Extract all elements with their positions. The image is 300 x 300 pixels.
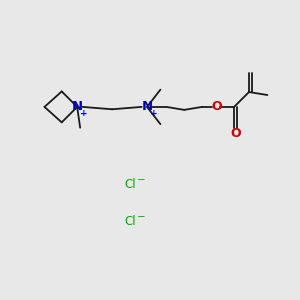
Text: N: N bbox=[72, 100, 83, 113]
Text: −: − bbox=[137, 175, 146, 185]
Text: +: + bbox=[150, 109, 158, 118]
Text: +: + bbox=[80, 109, 88, 118]
Text: O: O bbox=[211, 100, 222, 113]
Text: −: − bbox=[137, 212, 146, 223]
Text: Cl: Cl bbox=[125, 215, 136, 228]
Text: O: O bbox=[230, 127, 241, 140]
Text: N: N bbox=[142, 100, 153, 113]
Text: Cl: Cl bbox=[125, 178, 136, 191]
